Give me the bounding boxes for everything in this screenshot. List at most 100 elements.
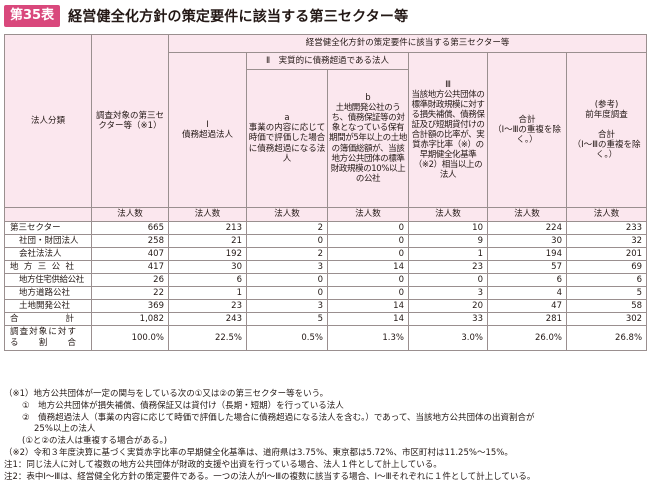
table-cell: 100.0% <box>91 325 169 351</box>
table-row: 社団・財団法人 258 21 0 0 9 30 32 <box>4 234 648 248</box>
header-col-a-text: 事業の内容に応じて時価で評価した場合に債務超過になる法人 <box>248 123 326 164</box>
table-cell: 3 <box>246 299 328 313</box>
header-col-iii: Ⅲ 当該地方公共団体の標準財政規模に対する損失補償、債務保証及び短期貸付けの合計… <box>408 52 488 208</box>
table-cell: 192 <box>168 247 247 261</box>
table-cell: 14 <box>327 260 409 274</box>
table-cell: 1 <box>408 247 488 261</box>
table-cell: 23 <box>168 299 247 313</box>
header-col-i-mark: Ⅰ <box>206 119 209 130</box>
table-cell: 30 <box>487 234 567 248</box>
footnote-line: 注2：表中Ⅰ～Ⅲは、経営健全化方針の策定要件である。一つの法人がⅠ～Ⅲの複数に該… <box>4 471 536 482</box>
table-cell: 1,082 <box>91 312 169 326</box>
table-cell: 369 <box>91 299 169 313</box>
table-row: 地方住宅供給公社 26 6 0 0 0 6 6 <box>4 273 648 287</box>
row-label: 地方住宅供給公社 <box>4 273 92 287</box>
table-cell: 4 <box>487 286 567 300</box>
row-label: 合計 <box>4 312 92 326</box>
table-cell: 6 <box>565 273 648 287</box>
data-table: 法人分類 調査対象の第三セクター等（※1） 経営健全化方針の策定要件に該当する第… <box>4 34 648 351</box>
table-cell: 0 <box>327 221 409 235</box>
table-cell: 2 <box>246 247 328 261</box>
title-bar: 第35表 経営健全化方針の策定要件に該当する第三セクター等 <box>4 4 644 28</box>
table-cell: 258 <box>91 234 169 248</box>
row-label: 地方三公社 <box>4 260 92 274</box>
table-cell: 47 <box>487 299 567 313</box>
header-col-a: a 事業の内容に応じて時価で評価した場合に債務超過になる法人 <box>246 69 328 208</box>
table-cell: 32 <box>565 234 648 248</box>
table-cell: 58 <box>565 299 648 313</box>
table-row-total: 合計 1,082 243 5 14 33 281 302 <box>4 312 648 326</box>
unit-cell-iii: 法人数 <box>408 207 488 222</box>
table-cell: 33 <box>408 312 488 326</box>
unit-cell-target: 法人数 <box>91 207 169 222</box>
table-cell: 10 <box>408 221 488 235</box>
table-cell: 243 <box>168 312 247 326</box>
table-row: 地方三公社 417 30 3 14 23 57 69 <box>4 260 648 274</box>
table-cell: 26 <box>91 273 169 287</box>
table-cell: 69 <box>565 260 648 274</box>
table-cell: 3 <box>408 286 488 300</box>
row-label: 土地開発公社 <box>4 299 92 313</box>
table-cell: 3 <box>246 260 328 274</box>
table-cell: 1 <box>168 286 247 300</box>
header-col-prev-4: （Ⅰ～Ⅲの重複を除く。） <box>572 140 641 161</box>
table-cell: 224 <box>487 221 567 235</box>
table-cell: 0 <box>327 286 409 300</box>
header-col-iii-text: 当該地方公共団体の標準財政規模に対する損失補償、債務保証及び短期貸付けの合計額の… <box>411 89 485 181</box>
table-cell: 3.0% <box>408 325 488 351</box>
table-cell: 20 <box>408 299 488 313</box>
row-label-text: 地方三公社 <box>10 262 74 272</box>
header-category: 法人分類 <box>4 34 92 208</box>
footnote-line: 注1：同じ法人に対して複数の地方公共団体が財政的支援や出資を行っている場合、法人… <box>4 459 442 470</box>
header-col-prev-1: (参考) <box>594 99 619 110</box>
table-cell: 9 <box>408 234 488 248</box>
table-cell: 57 <box>487 260 567 274</box>
table-cell: 14 <box>327 312 409 326</box>
table-cell: 6 <box>168 273 247 287</box>
unit-cell-category <box>4 207 92 222</box>
footnote-line: ① 地方公共団体が損失補償、債務保証又は貸付け（長期・短期）を行っている法人 <box>22 400 344 411</box>
page-title: 経営健全化方針の策定要件に該当する第三セクター等 <box>68 9 409 25</box>
table-cell: 5 <box>565 286 648 300</box>
header-group-applicable: 経営健全化方針の策定要件に該当する第三セクター等 <box>167 34 648 53</box>
unit-cell-b: 法人数 <box>327 207 409 222</box>
table-cell: 22.5% <box>168 325 247 351</box>
header-col-b: b 土地開発公社のうち、債務保証等の対象となっている保有期間が5年以上の土地の簿… <box>327 69 409 208</box>
table-cell: 0.5% <box>246 325 328 351</box>
table-cell: 21 <box>168 234 247 248</box>
unit-cell-a: 法人数 <box>246 207 328 222</box>
header-col-i: Ⅰ 債務超過法人 <box>168 52 247 208</box>
table-cell: 0 <box>327 247 409 261</box>
table-cell: 201 <box>565 247 648 261</box>
header-survey-target: 調査対象の第三セクター等（※1） <box>91 34 169 208</box>
header-col-total: 合計 （Ⅰ～Ⅲの重複を除く。） <box>487 52 567 208</box>
row-label: 社団・財団法人 <box>4 234 92 248</box>
table-row: 第三セクター 665 213 2 0 10 224 233 <box>4 221 648 235</box>
header-group-ii: Ⅱ 実質的に債務超過である法人 <box>246 52 409 70</box>
table-row-ratio: 調査対象に対する割合 100.0% 22.5% 0.5% 1.3% 3.0% 2… <box>4 325 648 351</box>
table-cell: 22 <box>91 286 169 300</box>
table-cell: 26.8% <box>565 325 648 351</box>
footnote-line: （※2）令和３年度決算に基づく実質赤字比率の早期健全化基準は、道府県は3.75%… <box>4 447 513 458</box>
table-number-badge: 第35表 <box>4 5 61 27</box>
header-col-total-head: 合計 <box>518 114 536 125</box>
table-row: 地方道路公社 22 1 0 0 3 4 5 <box>4 286 648 300</box>
row-label-text: 調査対象に対する割合 <box>10 327 76 348</box>
table-cell: 417 <box>91 260 169 274</box>
table-cell: 2 <box>246 221 328 235</box>
header-col-prev-2: 前年度調査 <box>585 109 628 120</box>
header-col-prev: (参考) 前年度調査 合計 （Ⅰ～Ⅲの重複を除く。） <box>565 52 648 208</box>
table-cell: 0 <box>327 273 409 287</box>
table-cell: 0 <box>246 234 328 248</box>
header-col-i-text: 債務超過法人 <box>181 130 233 140</box>
footnote-line: 25%以上の法人 <box>34 424 96 435</box>
header-col-iii-mark: Ⅲ <box>445 79 451 90</box>
header-col-b-text: 土地開発公社のうち、債務保証等の対象となっている保有期間が5年以上の土地の簿価総… <box>329 103 407 184</box>
row-label: 会社法法人 <box>4 247 92 261</box>
row-label: 地方道路公社 <box>4 286 92 300</box>
table-row: 土地開発公社 369 23 3 14 20 47 58 <box>4 299 648 313</box>
header-col-a-mark: a <box>284 113 290 124</box>
unit-cell-i: 法人数 <box>168 207 247 222</box>
table-cell: 233 <box>565 221 648 235</box>
header-col-b-mark: b <box>365 93 371 104</box>
